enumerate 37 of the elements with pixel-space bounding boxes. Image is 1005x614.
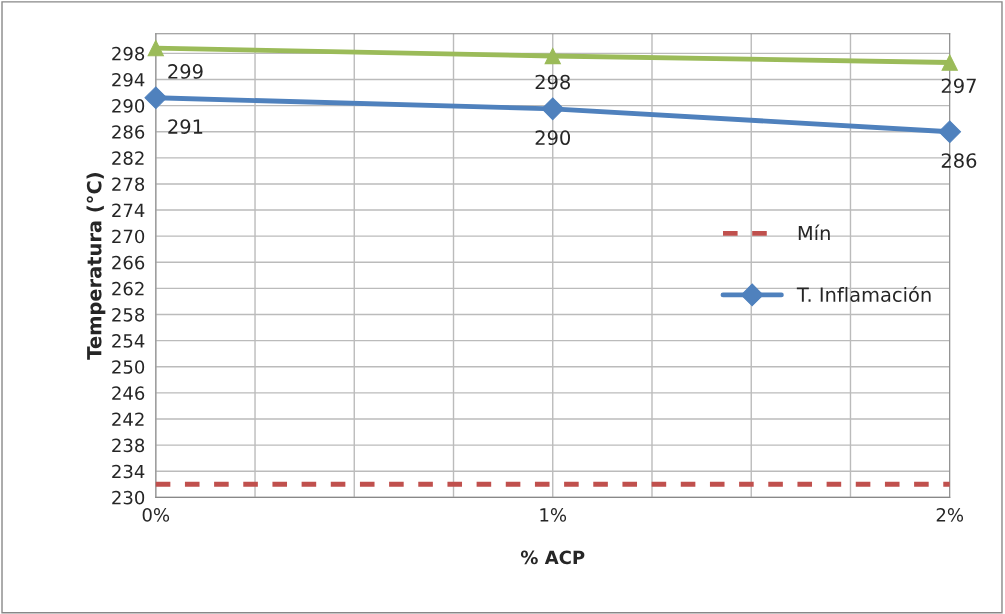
data-label: 286: [941, 153, 977, 168]
point: [938, 120, 962, 144]
y-tick-label: 250: [112, 360, 145, 374]
y-tick-label: 274: [112, 203, 145, 217]
data-label: 298: [535, 74, 570, 90]
data-label: 291: [168, 119, 203, 134]
data-label: 299: [168, 64, 203, 79]
y-tick-label: 230: [112, 490, 145, 505]
y-tick-label: 282: [112, 151, 144, 165]
legend-label: Mín: [798, 224, 830, 241]
y-tick-label: 238: [112, 438, 145, 453]
point: [147, 39, 164, 57]
data-label: 297: [941, 78, 976, 94]
y-tick-label: 262: [112, 281, 144, 296]
y-tick-label: 270: [112, 229, 145, 244]
point: [544, 47, 561, 65]
y-tick-label: 246: [112, 386, 145, 400]
x-axis-title: % ACP: [520, 550, 585, 565]
x-tick-label: 2%: [936, 508, 964, 522]
data-label: 290: [535, 130, 571, 146]
point: [144, 86, 168, 110]
y-tick-label: 258: [112, 307, 145, 322]
x-tick-label: 0%: [142, 508, 170, 522]
y-tick-label: 266: [112, 255, 145, 270]
y-tick-label: 234: [112, 464, 145, 479]
y-tick-label: 278: [112, 177, 145, 192]
y-tick-label: 298: [112, 46, 145, 61]
y-tick-label: 254: [112, 334, 145, 348]
legend-label: T. Inflamación: [796, 286, 931, 302]
x-tick-label: 1%: [540, 508, 567, 522]
y-tick-label: 290: [112, 99, 145, 113]
point: [541, 97, 565, 121]
point: [941, 54, 958, 71]
y-tick-label: 294: [112, 72, 145, 87]
y-axis-title: Temperatura (°C): [86, 173, 106, 360]
y-tick-label: 242: [112, 412, 144, 426]
y-tick-label: 286: [112, 125, 145, 139]
